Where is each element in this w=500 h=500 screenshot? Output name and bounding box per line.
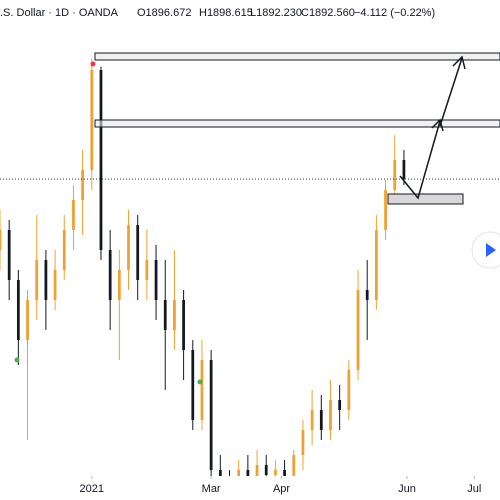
x-axis-band — [0, 476, 500, 500]
candle-body — [384, 190, 387, 230]
arrow-head — [452, 55, 466, 70]
candle-body — [154, 260, 158, 300]
ohlc-value: −4.112 (−0.22%) — [354, 7, 435, 19]
ohlc-value: C1892.560 — [301, 7, 355, 19]
scroll-icon — [486, 243, 496, 257]
candle-body — [347, 370, 351, 410]
resistance-zone — [94, 119, 500, 128]
resistance-zone — [94, 52, 500, 61]
legend-band — [0, 0, 500, 22]
ohlc-value: H1898.615 — [199, 7, 253, 19]
candle-body — [246, 470, 250, 480]
candle-body — [35, 260, 39, 300]
candle-body — [108, 250, 112, 300]
candle-body — [329, 400, 332, 430]
candle-body — [264, 465, 268, 475]
candle-body — [90, 70, 94, 170]
support-zone — [387, 193, 464, 205]
candle-body — [62, 230, 66, 270]
x-axis: 2021 Mar Apr Jun Jul — [80, 476, 481, 495]
arrow-head — [431, 118, 444, 132]
candle-body — [53, 270, 57, 300]
candle-body — [163, 300, 167, 330]
candle-body — [145, 260, 149, 280]
candle-body — [292, 455, 296, 480]
candle-body — [173, 300, 176, 330]
candle-body — [81, 170, 84, 200]
candle-body — [283, 470, 286, 480]
signal-dot — [90, 61, 96, 67]
candle-body — [16, 280, 20, 340]
candle-body — [44, 260, 48, 300]
candle-body — [356, 290, 360, 370]
candle-body — [7, 230, 11, 280]
candle-body — [200, 360, 204, 420]
candle-body — [218, 470, 222, 480]
ohlc-value: O1896.672 — [137, 7, 191, 19]
candle-body — [393, 160, 397, 190]
x-tick-label: Apr — [273, 483, 290, 495]
x-tick-label: 2021 — [80, 483, 104, 495]
x-tick-label: Jun — [398, 483, 416, 495]
candle-body — [310, 410, 314, 430]
candle-body — [182, 300, 185, 350]
x-tick-label: Jul — [467, 483, 481, 495]
candle-body — [117, 270, 121, 300]
candle-body — [136, 225, 140, 280]
projection-arrow — [439, 57, 463, 127]
candle-body — [319, 410, 323, 430]
candle-body — [127, 225, 130, 270]
projection-arrow — [399, 120, 441, 200]
drawings — [14, 52, 500, 385]
candle-body — [26, 300, 29, 340]
candle-body — [274, 470, 277, 475]
candle-body — [375, 230, 378, 300]
signal-dot — [14, 357, 20, 363]
symbol-title: .S. Dollar · 1D · OANDA — [0, 7, 119, 19]
candle-body — [402, 160, 406, 180]
candle-body — [209, 360, 213, 470]
candle-body — [99, 70, 103, 250]
signal-dot — [197, 379, 203, 385]
candle-body — [301, 430, 305, 455]
candle-body — [72, 200, 75, 230]
candle-body — [191, 350, 195, 420]
x-tick-label: Mar — [202, 483, 221, 495]
plot-area — [0, 58, 500, 500]
candle-body — [365, 290, 369, 300]
candle-body — [0, 230, 2, 250]
ohlc-value: L1892.230 — [250, 7, 302, 19]
candle-body — [338, 400, 342, 410]
candle-body — [255, 465, 259, 480]
